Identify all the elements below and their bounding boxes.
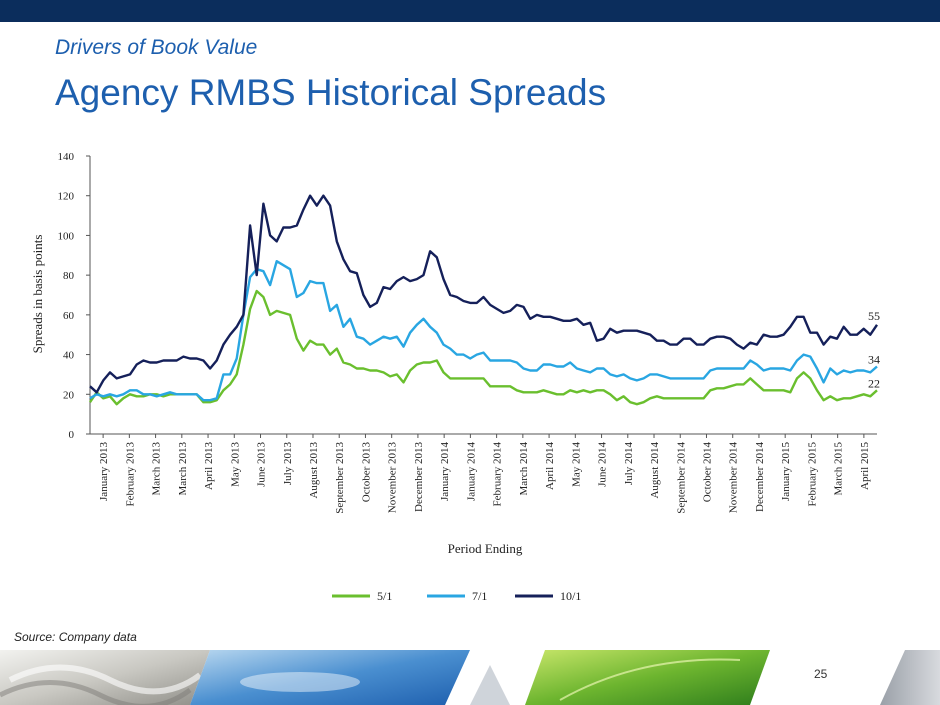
x-tick-label: January 2014	[465, 442, 477, 501]
x-tick-label: March 2015	[833, 442, 845, 496]
x-tick-label: August 2013	[308, 442, 320, 499]
legend-label: 5/1	[377, 589, 392, 603]
x-tick-label: February 2013	[124, 442, 136, 507]
legend-label: 7/1	[472, 589, 487, 603]
x-tick-label: January 2015	[780, 442, 792, 501]
x-tick-label: March 2013	[151, 442, 163, 496]
axes: 0 20 40 60 80 100 120 140 January 2013 February 2…	[58, 151, 877, 514]
top-banner	[0, 0, 940, 22]
x-axis-label: Period Ending	[448, 541, 523, 556]
x-tick-label: March 2013	[177, 442, 189, 496]
chart-labels: Spreads in basis points Period Ending 22…	[30, 235, 880, 556]
y-tick-label: 40	[63, 350, 75, 362]
legend-label: 10/1	[560, 589, 581, 603]
x-tick-label: May 2013	[229, 442, 241, 487]
end-value-label: 22	[868, 376, 880, 390]
footer-image-strip	[0, 650, 940, 705]
leaf-image	[525, 650, 770, 705]
y-axis-label: Spreads in basis points	[30, 235, 45, 354]
y-tick-label: 60	[63, 310, 75, 322]
series-lines	[89, 194, 878, 406]
x-tick-label: October 2014	[701, 442, 713, 503]
y-tick-label: 140	[58, 151, 75, 163]
divider-shape	[470, 665, 510, 705]
x-tick-label: November 2013	[387, 442, 399, 514]
page-number: 25	[814, 667, 828, 681]
y-tick-label: 0	[69, 429, 75, 441]
x-tick-label: February 2014	[492, 442, 504, 507]
x-tick-label: June 2014	[597, 442, 609, 487]
chart-legend: 5/1 7/1 10/1	[332, 589, 581, 603]
page-title: Agency RMBS Historical Spreads	[55, 72, 607, 113]
source-note: Source: Company data	[14, 630, 137, 644]
y-tick-label: 80	[63, 270, 75, 282]
x-tick-label: January 2014	[439, 442, 451, 501]
x-tick-label: August 2014	[649, 442, 661, 499]
y-tick-label: 100	[58, 230, 75, 242]
x-tick-label: September 2013	[334, 442, 346, 514]
x-tick-label: November 2014	[728, 442, 740, 514]
x-tick-label: September 2014	[675, 442, 687, 514]
x-tick-label: December 2013	[413, 442, 425, 512]
y-tick-label: 120	[58, 191, 75, 203]
x-tick-label: March 2014	[518, 442, 530, 496]
x-tick-label: July 2013	[282, 442, 294, 486]
y-tick-label: 20	[63, 389, 75, 401]
x-tick-label: April 2014	[544, 442, 556, 490]
end-value-label: 34	[868, 352, 880, 366]
x-tick-label: January 2013	[98, 442, 110, 501]
x-tick-label: April 2013	[203, 442, 215, 490]
x-tick-label: June 2013	[256, 442, 268, 487]
x-tick-label: February 2015	[806, 442, 818, 507]
spreads-line-chart: 0 20 40 60 80 100 120 140 January 2013 February 2…	[30, 151, 880, 603]
series-line-5-1	[89, 289, 878, 406]
x-tick-label: May 2014	[570, 442, 582, 487]
x-tick-label: April 2015	[859, 442, 871, 490]
sky-image	[190, 650, 470, 705]
grey-accent	[880, 650, 940, 705]
end-value-label: 55	[868, 309, 880, 323]
x-tick-label: July 2014	[623, 442, 635, 486]
section-subtitle: Drivers of Book Value	[55, 36, 258, 59]
x-tick-label: December 2014	[754, 442, 766, 512]
series-line-7-1	[89, 259, 878, 402]
series-line-10-1	[89, 194, 878, 394]
x-tick-label: October 2013	[360, 442, 372, 503]
